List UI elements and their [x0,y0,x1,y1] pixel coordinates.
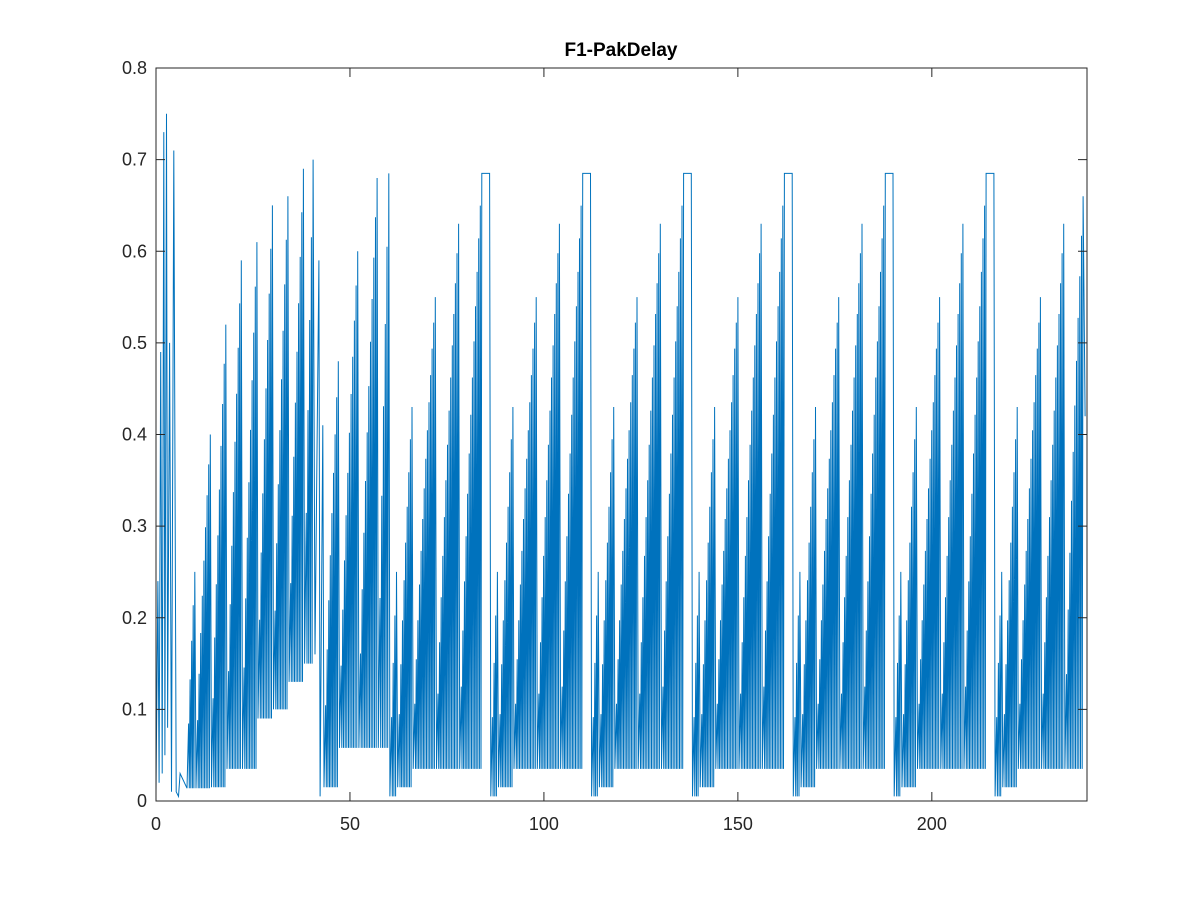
x-tick-label: 0 [151,814,161,834]
x-axis-ticks: 0 50 100 150 200 [151,68,947,834]
x-tick-label: 150 [723,814,753,834]
y-tick-label: 0 [137,791,147,811]
y-axis-ticks: 0 0.1 0.2 0.3 0.4 0.5 0.6 0.7 0.8 [122,58,1087,811]
x-tick-label: 100 [529,814,559,834]
series-layer [155,113,1086,799]
x-tick-label: 200 [917,814,947,834]
y-tick-label: 0.7 [122,150,147,170]
y-tick-label: 0.2 [122,608,147,628]
y-tick-label: 0.5 [122,333,147,353]
y-tick-label: 0.8 [122,58,147,78]
y-tick-label: 0.1 [122,699,147,719]
y-tick-label: 0.6 [122,241,147,261]
series-line [155,113,1086,799]
y-tick-label: 0.4 [122,425,147,445]
chart-title: F1-PakDelay [564,40,677,61]
y-tick-label: 0.3 [122,516,147,536]
x-tick-label: 50 [340,814,360,834]
